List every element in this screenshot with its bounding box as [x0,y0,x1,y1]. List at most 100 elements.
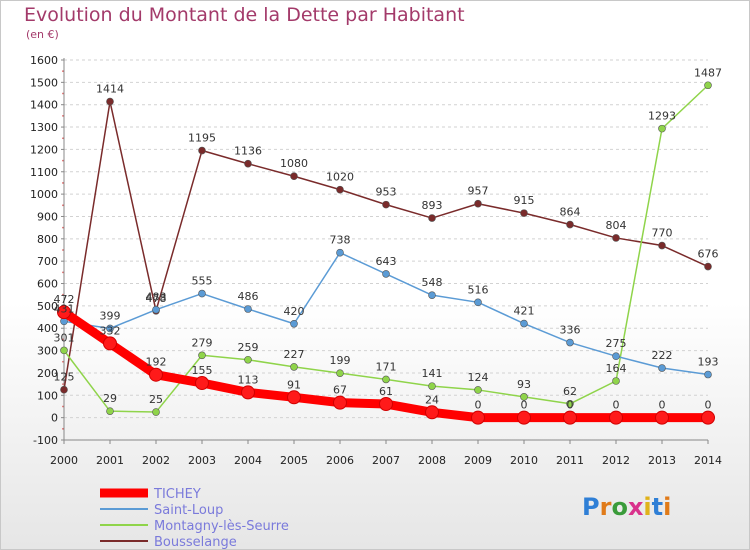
x-tick-label: 2002 [142,454,170,467]
data-label: 478 [146,292,167,305]
logo-letter: r [600,493,612,521]
y-tick-label: 700 [37,255,58,268]
chart-title: Evolution du Montant de la Dette par Hab… [24,4,465,26]
y-tick-label: 900 [37,210,58,223]
data-point [290,172,298,181]
data-point [382,270,390,278]
minor-tick [62,249,64,251]
y-tick-label: 1500 [30,76,58,89]
data-label: 113 [238,373,259,386]
data-label: 192 [146,356,167,369]
legend-label: Bousselange [154,535,237,550]
data-point [658,124,666,133]
data-point [106,324,114,333]
data-label: 61 [379,385,393,398]
data-point [379,397,393,412]
data-point [612,234,620,242]
x-tick-label: 2000 [50,454,78,467]
y-tick-label: 1100 [30,166,58,179]
data-label: 804 [606,219,627,232]
data-point [382,200,390,209]
data-label: 91 [287,378,301,391]
data-point [428,382,436,390]
data-label: 336 [560,324,581,337]
data-point [612,352,620,360]
data-point [425,405,439,420]
y-tick-label: 1000 [30,188,58,201]
y-tick-label: 300 [37,345,58,358]
y-tick-label: 600 [37,278,58,291]
y-tick-label: 1400 [30,99,58,112]
data-label: 0 [613,399,620,412]
x-tick-label: 2007 [372,454,400,467]
data-point [704,370,712,379]
data-label: 676 [698,248,719,261]
grid-lines [64,59,708,441]
data-label: 0 [659,399,666,412]
logo-text: Proxiti [582,493,671,521]
x-tick-label: 2011 [556,454,584,467]
data-label: 915 [514,194,535,207]
x-tick-label: 2013 [648,454,676,467]
data-point [336,185,344,194]
minor-tick [62,70,64,73]
data-point [198,146,206,155]
data-label: 25 [149,393,163,406]
data-point [106,97,114,106]
data-point [60,346,68,355]
data-label: 1414 [96,83,124,96]
data-label: 227 [284,348,305,361]
data-point [195,376,209,390]
minor-tick [62,137,64,140]
data-label: 0 [475,399,482,412]
axes: -100010020030040050060070080090010001100… [30,54,722,467]
legend-label: TICHEY [153,487,201,502]
data-point [612,377,620,385]
legend: TICHEYSaint-LoupMontagny-lès-SeurreBouss… [100,487,289,550]
data-point [520,319,528,328]
data-point [103,336,117,351]
data-point [290,319,298,328]
data-point [149,367,163,382]
data-point [290,363,298,371]
data-point [198,289,206,298]
data-label: 770 [652,227,673,240]
data-point [520,209,528,217]
minor-tick [62,226,64,229]
x-tick-label: 2009 [464,454,492,467]
data-point [152,408,160,416]
y-tick-label: 500 [37,300,58,313]
y-tick-label: 200 [37,367,58,380]
data-point [566,338,574,347]
data-point [152,305,160,314]
data-point [563,410,577,425]
minor-tick [62,427,64,430]
legend-label: Saint-Loup [154,503,223,518]
data-label: 193 [698,356,719,369]
x-tick-label: 2003 [188,454,216,467]
data-label: 483 [146,291,167,304]
data-point [333,395,347,410]
data-label: 738 [330,234,351,247]
data-label: 259 [238,341,259,354]
data-label: 164 [606,362,627,375]
data-label: 1487 [694,66,722,79]
y-tick-label: 100 [37,389,58,402]
x-tick-label: 2001 [96,454,124,467]
data-label: 0 [705,399,712,412]
y-tick-label: 0 [51,412,58,425]
data-label: 472 [54,293,75,306]
logo-letter: t [652,493,663,521]
data-label: 1293 [648,110,676,123]
y-tick-label: 1200 [30,143,58,156]
minor-tick [62,182,64,184]
data-point [517,410,531,425]
x-tick-label: 2008 [418,454,446,467]
data-label: 124 [468,371,489,384]
x-tick-label: 2012 [602,454,630,467]
data-point [566,220,574,229]
proxiti-logo: Proxiti [582,493,671,521]
logo-letter: o [611,493,628,521]
